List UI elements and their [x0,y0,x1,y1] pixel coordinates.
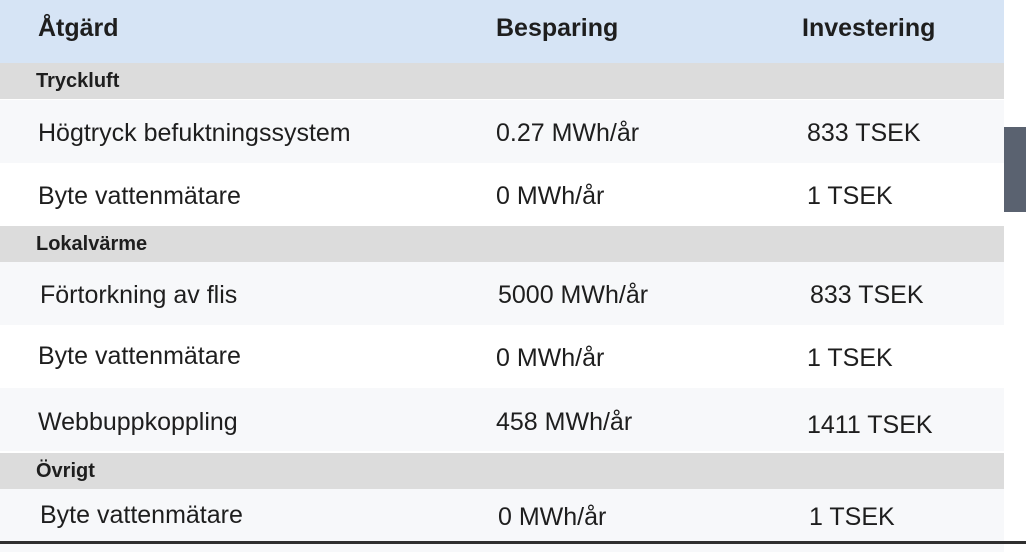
table-header: Åtgärd Besparing Investering [0,0,1004,63]
group-row-lokalvarme: Lokalvärme [0,226,1004,262]
table-row[interactable]: Högtryck befuktningssystem 0.27 MWh/år 8… [0,100,1004,163]
cell-action: Byte vattenmätare [38,342,241,370]
cell-saving: 0 MWh/år [498,503,607,531]
table-row[interactable]: Webbuppkoppling 458 MWh/år 1411 TSEK [0,388,1004,451]
cell-action: Högtryck befuktningssystem [38,119,351,147]
cell-investment: 1 TSEK [807,344,893,372]
cell-investment: 1 TSEK [807,182,893,210]
column-header-investment[interactable]: Investering [802,14,936,42]
table-row[interactable]: Förtorkning av flis 5000 MWh/år 833 TSEK [0,262,1004,325]
group-row-tryckluft: Tryckluft [0,63,1004,99]
cell-investment: 1 TSEK [809,503,895,531]
cell-saving: 0 MWh/år [496,182,605,210]
cell-saving: 5000 MWh/år [498,281,649,309]
cell-action: Webbuppkoppling [38,408,238,436]
column-header-action[interactable]: Åtgärd [38,14,119,42]
cell-saving: 0 MWh/år [496,344,605,372]
cell-saving: 0.27 MWh/år [496,119,640,147]
divider [0,541,1026,544]
table-row[interactable]: Byte vattenmätare 0 MWh/år 1 TSEK [0,325,1004,388]
cell-saving: 458 MWh/år [496,408,633,436]
scrollbar-thumb[interactable] [1004,127,1026,212]
measures-table: Åtgärd Besparing Investering Tryckluft H… [0,0,1004,531]
cell-action: Byte vattenmätare [40,501,243,529]
cell-action: Byte vattenmätare [38,182,241,210]
group-label: Tryckluft [36,70,120,92]
group-label: Lokalvärme [36,233,148,255]
scrollbar-track[interactable] [1004,0,1026,544]
cell-action: Förtorkning av flis [40,281,238,309]
group-label: Övrigt [36,460,95,482]
table-row[interactable]: Byte vattenmätare 0 MWh/år 1 TSEK [0,163,1004,226]
cell-investment: 833 TSEK [807,119,921,147]
cell-investment: 833 TSEK [810,281,924,309]
group-row-ovrigt: Övrigt [0,453,1004,489]
column-header-saving[interactable]: Besparing [496,14,619,42]
cell-investment: 1411 TSEK [807,411,933,439]
